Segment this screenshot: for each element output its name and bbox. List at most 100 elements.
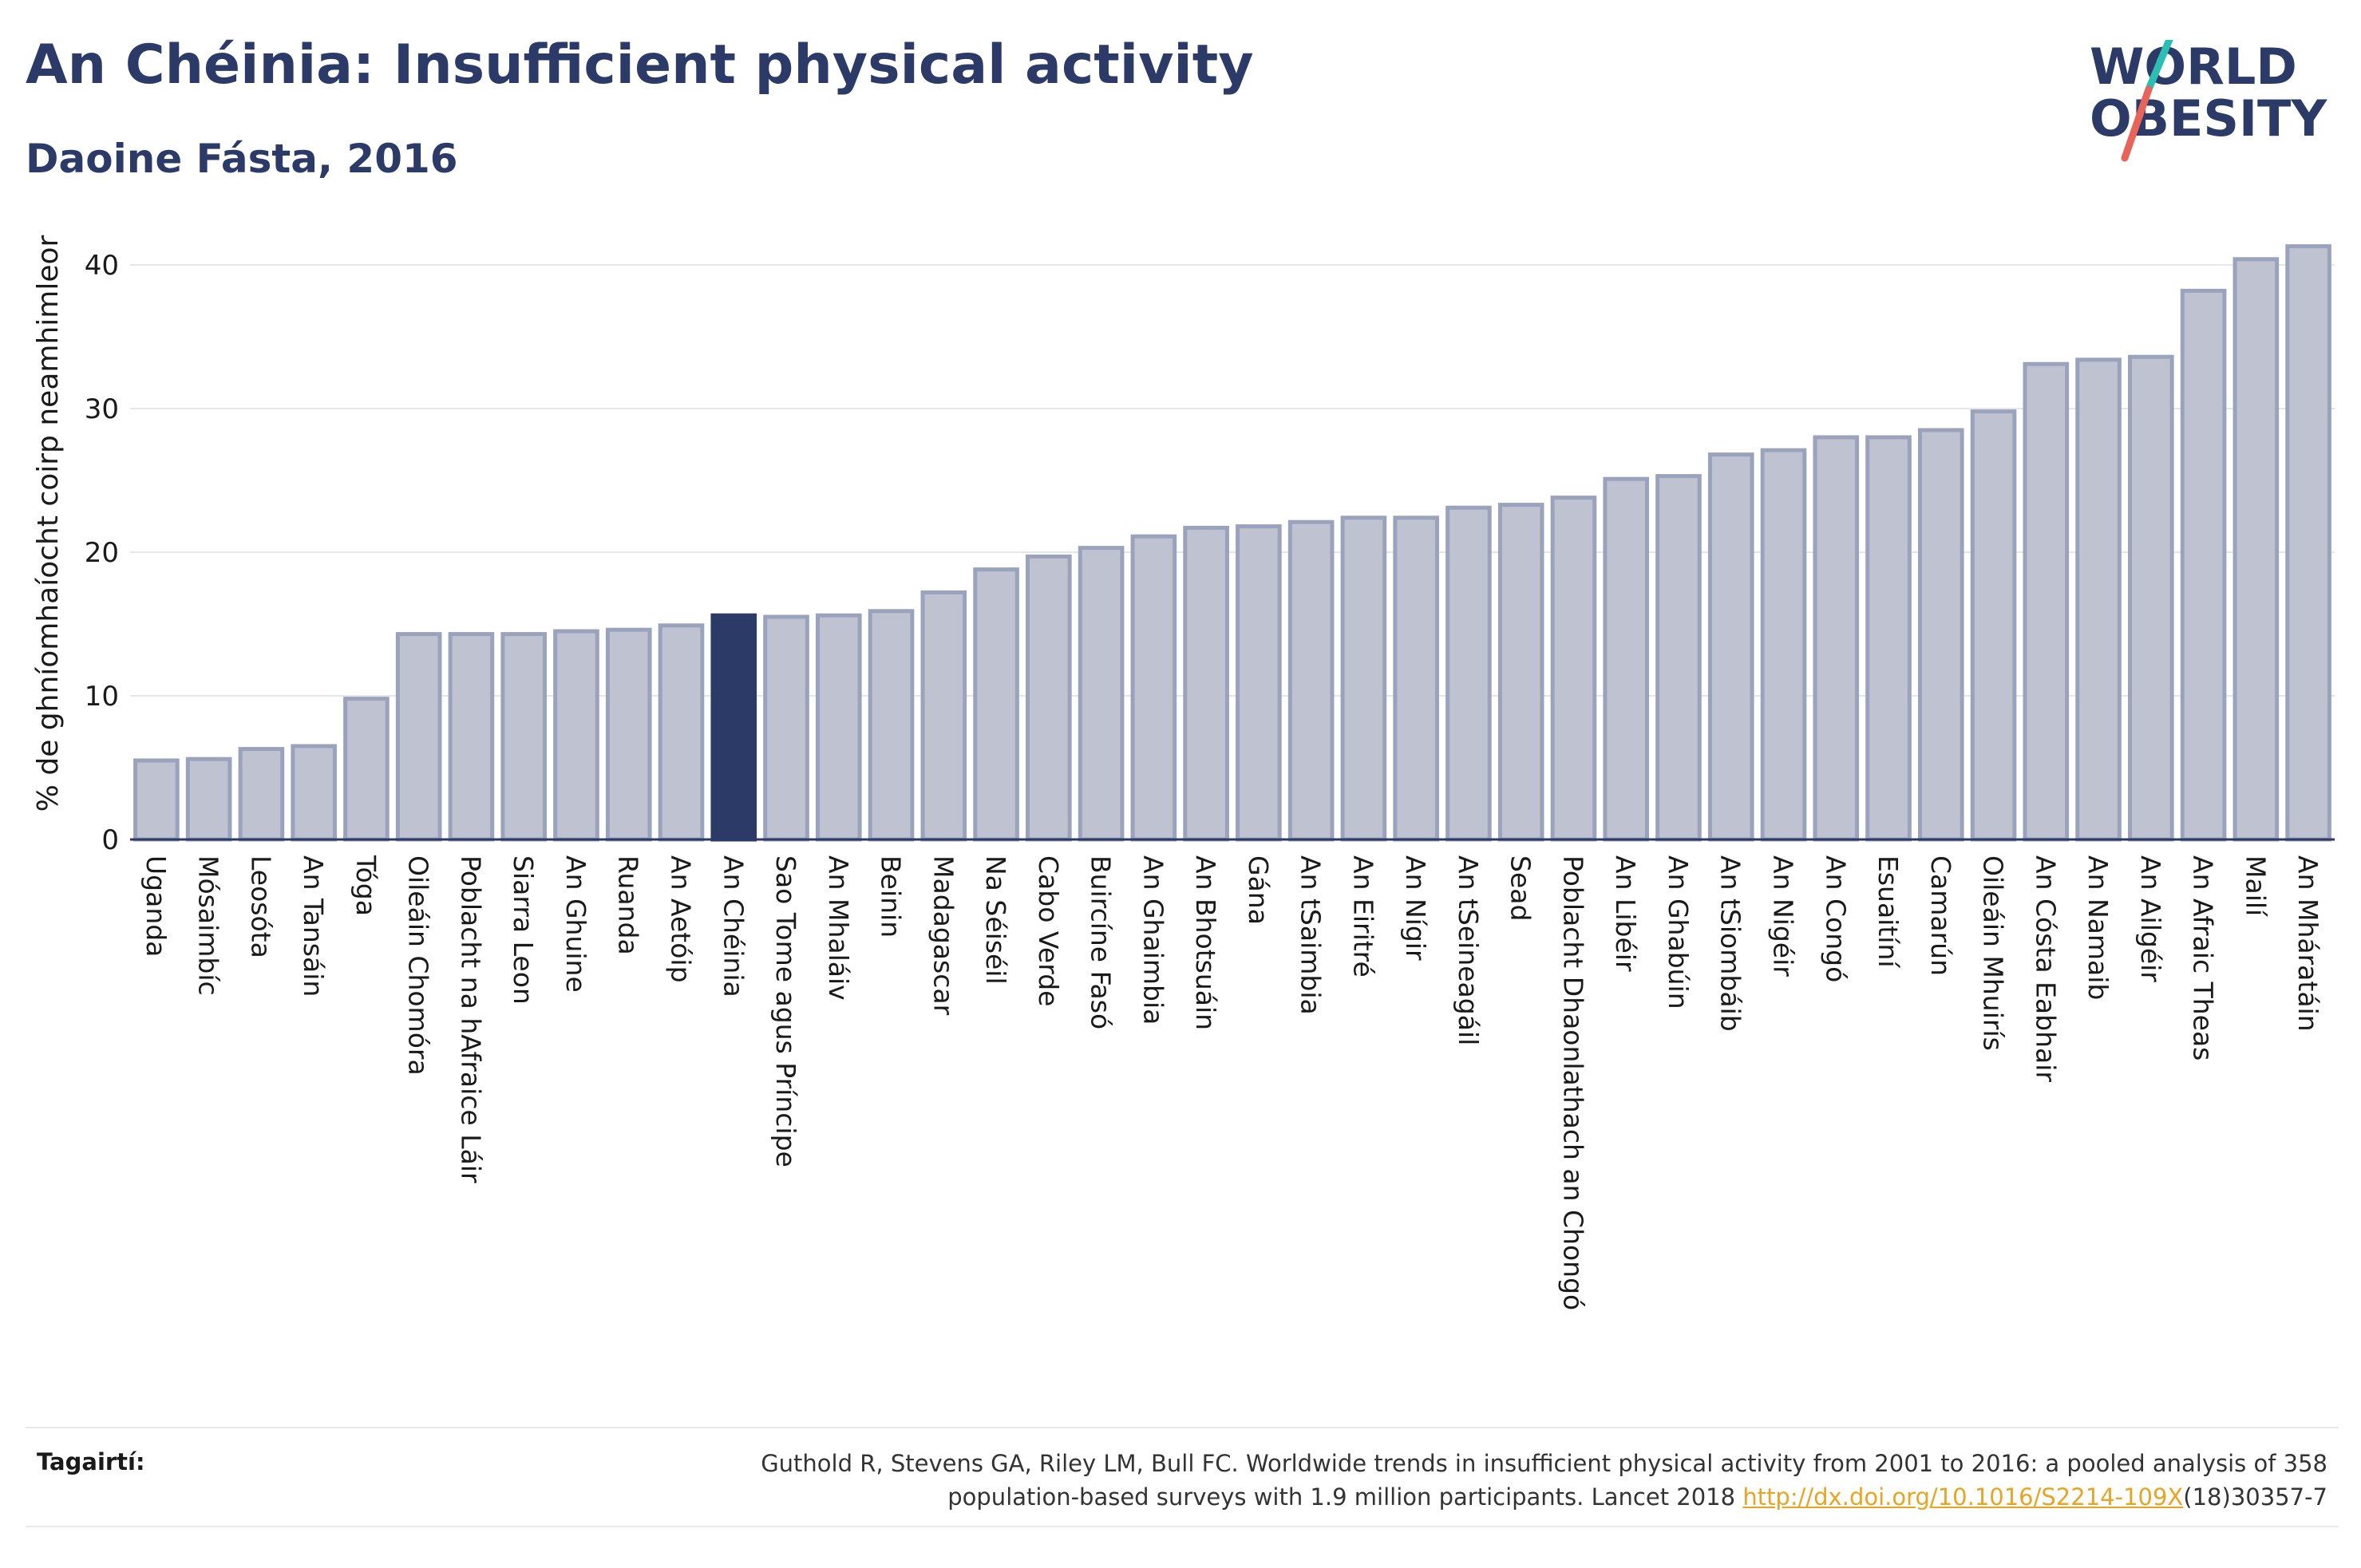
x-tick-label: An Ailgéir <box>2135 855 2166 982</box>
y-tick-label: 10 <box>85 681 119 713</box>
x-tick-label: Buircíne Fasó <box>1086 855 1117 1029</box>
x-tick-label: An tSeineagáil <box>1453 855 1484 1045</box>
chart-subtitle: Daoine Fásta, 2016 <box>26 136 458 182</box>
bar <box>1865 435 1912 842</box>
footer-divider-top <box>26 1427 2339 1428</box>
bar <box>868 609 915 842</box>
bar <box>2232 257 2280 842</box>
x-tick-label: Ruanda <box>613 855 644 955</box>
bar <box>1287 519 1335 842</box>
bar <box>1393 515 1439 842</box>
bar <box>553 629 599 842</box>
bar-highlight <box>710 613 757 842</box>
bar <box>1130 534 1177 842</box>
y-axis-label: % de ghníomhaíocht coirp neamhimleor <box>32 235 65 812</box>
x-tick-label: Mósaimbíc <box>193 855 224 996</box>
bar <box>185 756 232 842</box>
bar <box>1340 515 1387 842</box>
reference-line-1: Guthold R, Stevens GA, Riley LM, Bull FC… <box>761 1450 2327 1477</box>
logo-line1: WORLD <box>2090 40 2297 96</box>
bar <box>1707 452 1754 842</box>
bar <box>1445 505 1492 842</box>
x-tick-label: An Nígir <box>1400 855 1431 961</box>
x-tick-label: Siarra Leon <box>508 855 539 1005</box>
x-tick-label: An Libéir <box>1610 855 1641 972</box>
bar <box>1026 554 1072 842</box>
x-tick-label: Oileáin Chomóra <box>403 855 434 1076</box>
x-tick-label: An tSaimbia <box>1295 855 1327 1015</box>
footer-divider-bottom <box>26 1526 2339 1527</box>
bar <box>291 744 337 842</box>
reference-line-2-end: (18)30357-7 <box>2183 1483 2327 1511</box>
x-tick-label: An Eiritré <box>1347 855 1378 978</box>
y-tick-label: 40 <box>85 250 119 282</box>
bar <box>1603 476 1650 842</box>
x-tick-label: Camarún <box>1925 855 1956 976</box>
chart-title: An Chéinia: Insufficient physical activi… <box>26 34 1254 97</box>
bar <box>920 590 967 842</box>
bar <box>763 614 809 842</box>
bar <box>605 627 652 842</box>
x-tick-label: Sao Tome agus Príncipe <box>770 855 801 1167</box>
bar <box>238 747 285 842</box>
y-tick-label: 20 <box>85 537 119 569</box>
reference-doi-link[interactable]: http://dx.doi.org/10.1016/S2214-109X <box>1742 1483 2184 1511</box>
bar <box>133 758 180 842</box>
bar <box>2180 288 2227 842</box>
bar <box>1236 524 1282 842</box>
x-tick-label: An Nigéir <box>1768 855 1799 977</box>
x-tick-label: Esuaitíní <box>1873 855 1904 969</box>
bar <box>658 623 705 842</box>
x-tick-label: Madagascar <box>927 855 959 1016</box>
x-tick-label: An Bhotsuáin <box>1190 855 1221 1030</box>
x-tick-label: An Namaib <box>2082 855 2114 1000</box>
bar <box>1917 428 1964 842</box>
bars <box>133 244 2331 842</box>
y-tick-label: 30 <box>85 393 119 425</box>
bar <box>1970 409 2017 842</box>
x-tick-label: An tSiombáib <box>1715 855 1746 1032</box>
x-tick-label: Leosóta <box>245 855 276 958</box>
bar <box>1183 525 1229 842</box>
bar <box>343 697 390 842</box>
bar <box>1078 546 1125 842</box>
logo-slash-top <box>2145 40 2173 93</box>
x-tick-label: An Ghaimbia <box>1137 855 1169 1025</box>
x-tick-label: An Aetóip <box>666 855 697 983</box>
axes: 0 10 20 30 40 Uganda Mósaimbíc Leosóta An Tansái… <box>85 250 2335 1310</box>
x-tick-label: Na Séiséil <box>980 855 1011 985</box>
bar <box>2075 357 2122 842</box>
bar <box>1655 474 1702 842</box>
x-tick-label: Cabo Verde <box>1033 855 1064 1006</box>
x-tick-label: An Congó <box>1820 855 1851 982</box>
bar <box>2285 244 2331 842</box>
x-tick-label: An Mháratáin <box>2292 855 2323 1032</box>
x-tick-label: Poblacht Dhaonlathach an Chongó <box>1557 855 1588 1310</box>
logo-slash-bottom <box>2121 85 2153 162</box>
x-tick-label: An Chéinia <box>718 855 749 997</box>
x-tick-label: Gána <box>1243 855 1274 925</box>
bar <box>1760 448 1807 842</box>
x-tick-label: Oileáin Mhuirís <box>1978 855 2009 1051</box>
bar <box>973 567 1019 842</box>
x-tick-label: An Afraic Theas <box>2188 855 2219 1060</box>
x-tick-label: Tóga <box>350 855 382 916</box>
bar <box>500 632 548 842</box>
x-tick-label: An Tansáin <box>298 855 329 997</box>
x-tick-label: Poblacht na hAfraice Láir <box>455 855 486 1183</box>
bar <box>2128 354 2174 842</box>
bar <box>395 632 442 842</box>
x-tick-label: An Mhaláiv <box>823 855 854 1001</box>
x-tick-label: Beinin <box>876 855 907 938</box>
x-tick-label: Uganda <box>140 855 172 957</box>
bar <box>1813 435 1860 842</box>
bar <box>1497 503 1544 842</box>
world-obesity-logo: WORLD OBESITY <box>2090 40 2327 162</box>
bar <box>448 632 495 842</box>
references-label: Tagairtí: <box>37 1448 145 1475</box>
grid-lines <box>130 264 2335 697</box>
x-tick-label: Sead <box>1505 855 1536 921</box>
bar <box>815 613 862 842</box>
bar-chart: 0 10 20 30 40 Uganda Mósaimbíc Leosóta An Tansái… <box>32 235 2335 1310</box>
x-tick-label: Mailí <box>2240 855 2271 918</box>
